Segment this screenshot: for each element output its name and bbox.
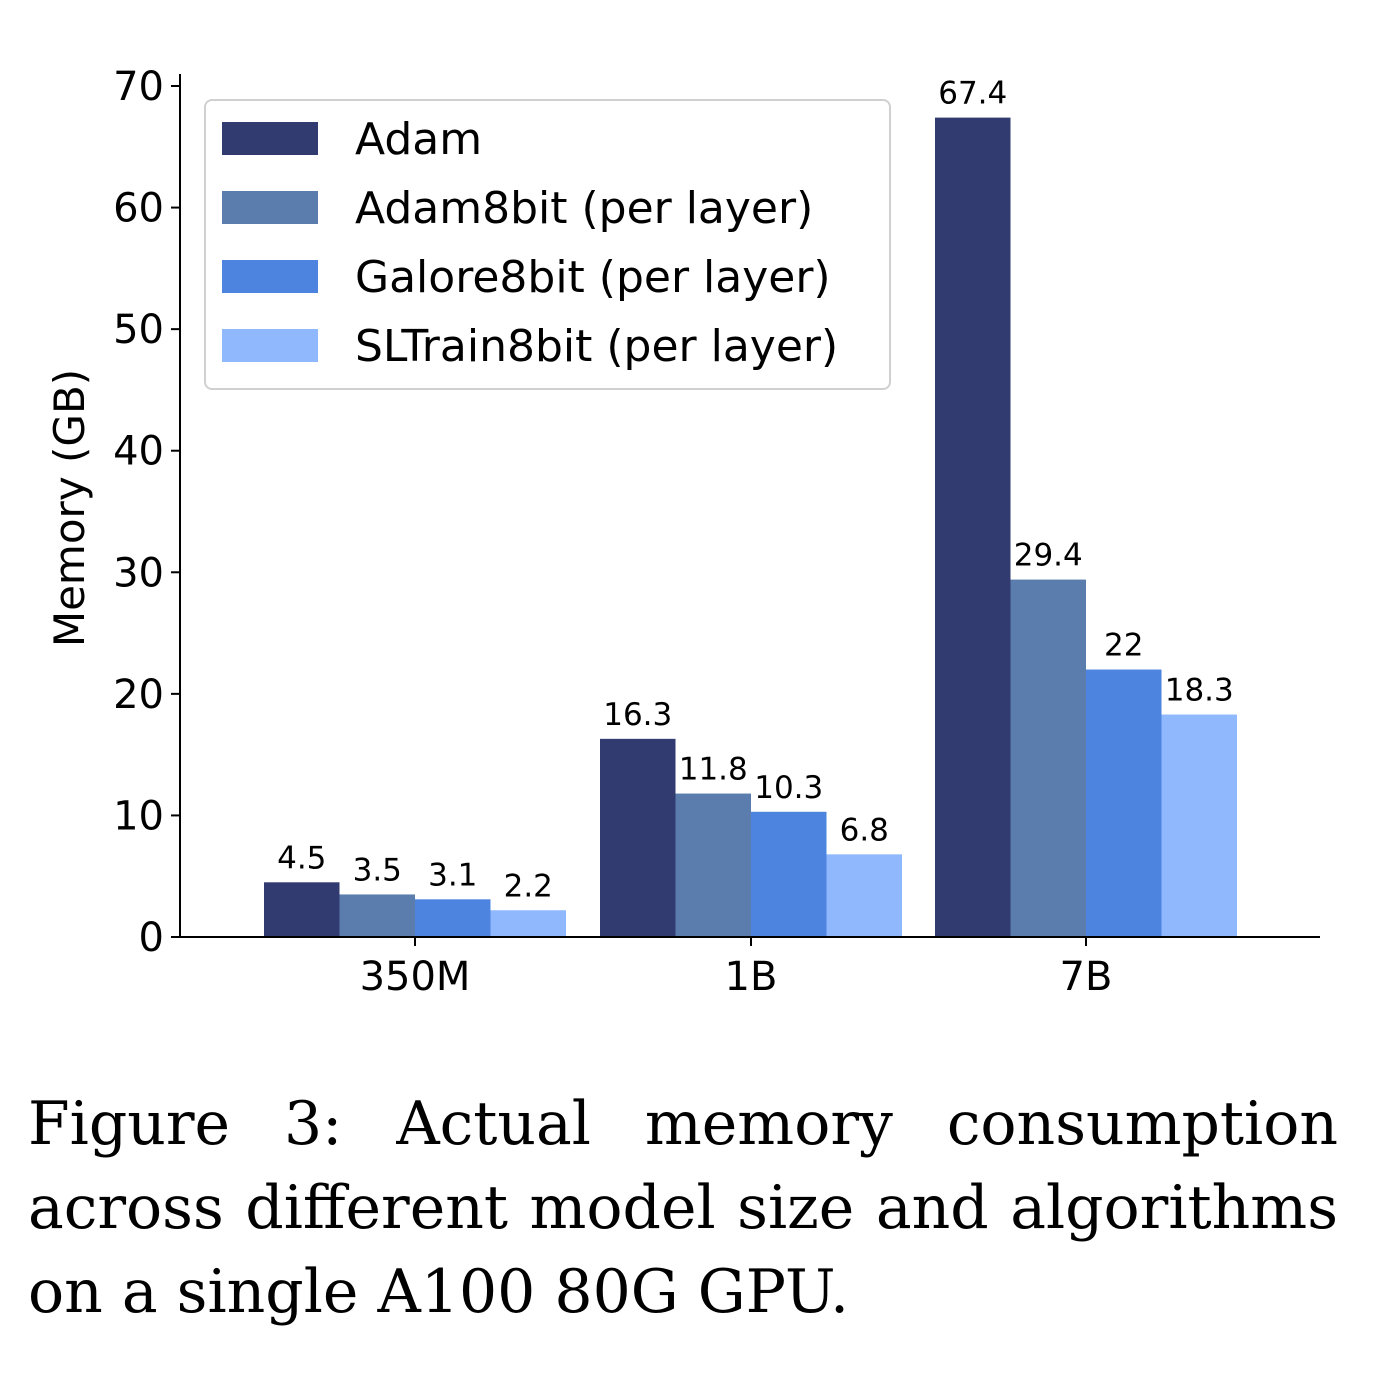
figure-caption: Figure 3: Actual memory consumption acro… (28, 1089, 1338, 1327)
y-tick-label: 20 (113, 672, 164, 718)
x-tick-label-350M: 350M (360, 954, 471, 1000)
y-tick-label: 10 (113, 793, 164, 839)
bar-labels-group: 4.5 3.5 3.1 2.2 16.311.810.3 6.8 67.4 29.4 22 18.… (277, 76, 1234, 905)
legend-swatch (222, 191, 318, 224)
bar-350M-1 (264, 882, 340, 937)
legend: Adam Adam8bit (per layer) Galore8bit (per … (204, 99, 891, 390)
bar-value-label: 16.3 (603, 697, 672, 733)
bar-value-label: 29.4 (1014, 538, 1083, 574)
legend-entry-label: Adam (355, 114, 482, 165)
bar-value-label: 3.5 (353, 852, 402, 888)
legend-entry-label: SLTrain8bit (per layer) (355, 321, 838, 372)
legend-entry-label: Adam8bit (per layer) (355, 183, 813, 234)
bars-group (264, 117, 1237, 937)
y-tick-label: 30 (113, 550, 164, 596)
y-tick-label: 50 (113, 307, 164, 353)
bar-value-label: 4.5 (277, 840, 326, 876)
legend-frame (204, 99, 891, 390)
bar-value-label: 10.3 (754, 770, 823, 806)
bar-1B-2 (675, 793, 751, 937)
bar-7B-2 (1010, 579, 1086, 937)
bar-1B-3 (751, 811, 827, 937)
x-tick-label-1B: 1B (725, 954, 778, 1000)
bar-350M-3 (415, 899, 491, 937)
bar-350M-4 (490, 910, 566, 937)
y-tick-label: 0 (139, 915, 164, 961)
bar-chart: 4.5 3.5 3.1 2.2 16.311.810.3 6.8 67.4 29.4 22 18.… (45, 64, 1320, 1000)
bar-value-label: 6.8 (840, 812, 889, 848)
y-tick-label: 40 (113, 429, 164, 475)
y-axis-title: Memory (GB) (45, 369, 94, 647)
bar-350M-2 (339, 894, 415, 937)
axes-group: 0 10 20 30 40 50 60 70 350M 1B 7B (113, 64, 1320, 1000)
bar-1B-1 (600, 738, 676, 937)
legend-swatch (222, 122, 318, 155)
bar-7B-3 (1086, 669, 1162, 937)
bar-1B-4 (826, 854, 902, 937)
legend-swatch (222, 260, 318, 293)
bar-value-label: 22 (1104, 628, 1143, 664)
legend-entry-label: Galore8bit (per layer) (355, 252, 831, 303)
bar-7B-4 (1161, 714, 1237, 937)
bar-value-label: 18.3 (1165, 673, 1234, 709)
bar-value-label: 3.1 (428, 857, 477, 893)
bar-value-label: 67.4 (938, 76, 1007, 112)
bar-value-label: 11.8 (679, 752, 748, 788)
bar-7B-1 (935, 117, 1011, 937)
y-tick-label: 60 (113, 186, 164, 232)
x-tick-label-7B: 7B (1060, 954, 1113, 1000)
legend-swatch (222, 329, 318, 362)
bar-value-label: 2.2 (504, 868, 553, 904)
y-tick-label: 70 (113, 64, 164, 110)
